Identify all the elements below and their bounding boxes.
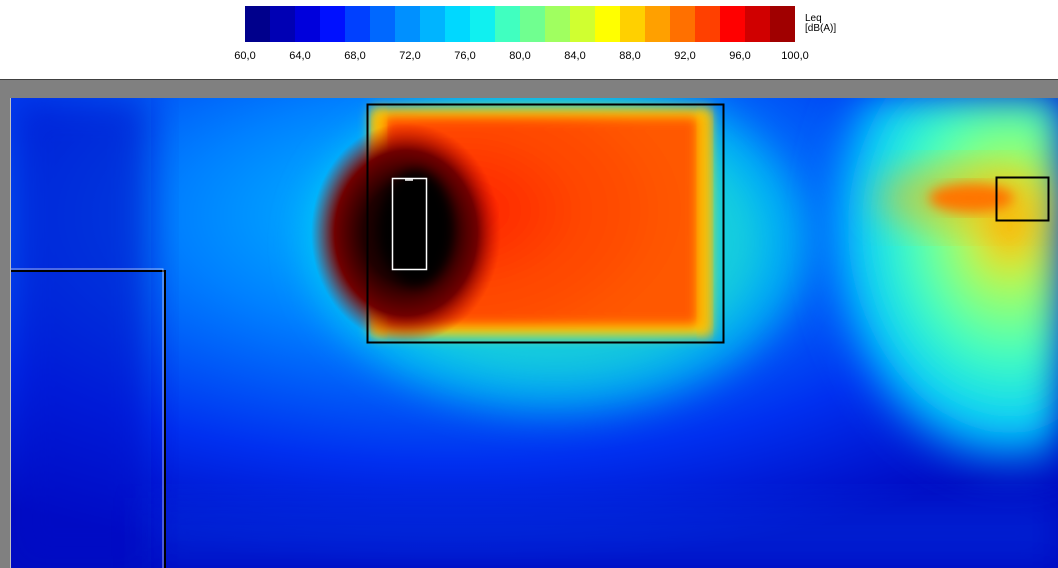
map-frame [0, 79, 1058, 568]
scale-swatch [745, 6, 770, 42]
scale-tick-label: 64,0 [289, 50, 311, 62]
scale-swatch [620, 6, 645, 42]
building-edge-right [699, 112, 711, 334]
scale-swatch [245, 6, 270, 42]
left-low-zone [11, 98, 151, 568]
scale-tick-label: 84,0 [564, 50, 586, 62]
scale-tick-label: 68,0 [344, 50, 366, 62]
scale-swatch [495, 6, 520, 42]
building-left [11, 268, 166, 568]
legend-title-leq: Leq [805, 13, 822, 24]
building-large [366, 103, 725, 344]
noise-map [10, 98, 1058, 568]
scale-swatch [545, 6, 570, 42]
scale-tick-label: 92,0 [674, 50, 696, 62]
legend-unit: [dB(A)] [805, 23, 837, 34]
source-right-outline [995, 176, 1050, 222]
scale-swatch [345, 6, 370, 42]
scale-swatch [695, 6, 720, 42]
right-source-glow [876, 164, 1046, 232]
source-core [380, 170, 452, 286]
legend-title: Leq [dB(A)] [805, 14, 836, 34]
building-left-highlight [11, 268, 164, 568]
scale-swatch [295, 6, 320, 42]
scale-tick-label: 88,0 [619, 50, 641, 62]
scale-tick-label: 72,0 [399, 50, 421, 62]
scale-swatch [670, 6, 695, 42]
scale-swatch [720, 6, 745, 42]
bottom-low-zone [151, 498, 1058, 568]
scale-tick-label: 96,0 [729, 50, 751, 62]
scale-tick-label: 76,0 [454, 50, 476, 62]
scale-swatch [395, 6, 420, 42]
color-scale-bar [245, 6, 795, 42]
building-large-outline [366, 103, 725, 344]
building-left-outline [11, 270, 166, 568]
scale-swatch [595, 6, 620, 42]
scale-swatch [445, 6, 470, 42]
scale-swatch [270, 6, 295, 42]
scale-swatch [420, 6, 445, 42]
noise-legend: 60,0 64,0 68,0 72,0 76,0 80,0 84,0 88,0 92,0 96,0… [0, 0, 1058, 75]
source-right [995, 176, 1050, 222]
scale-tick-label: 60,0 [234, 50, 256, 62]
scale-swatch [520, 6, 545, 42]
scale-swatch [770, 6, 795, 42]
scale-swatch [470, 6, 495, 42]
noise-map-canvas [11, 98, 1058, 568]
source-indoor-outline [391, 177, 428, 271]
scale-swatch [570, 6, 595, 42]
scale-swatch [370, 6, 395, 42]
scale-swatch [645, 6, 670, 42]
source-indoor [391, 177, 428, 271]
scale-tick-label: 80,0 [509, 50, 531, 62]
scale-tick-label: 100,0 [781, 50, 809, 62]
scale-swatch [320, 6, 345, 42]
